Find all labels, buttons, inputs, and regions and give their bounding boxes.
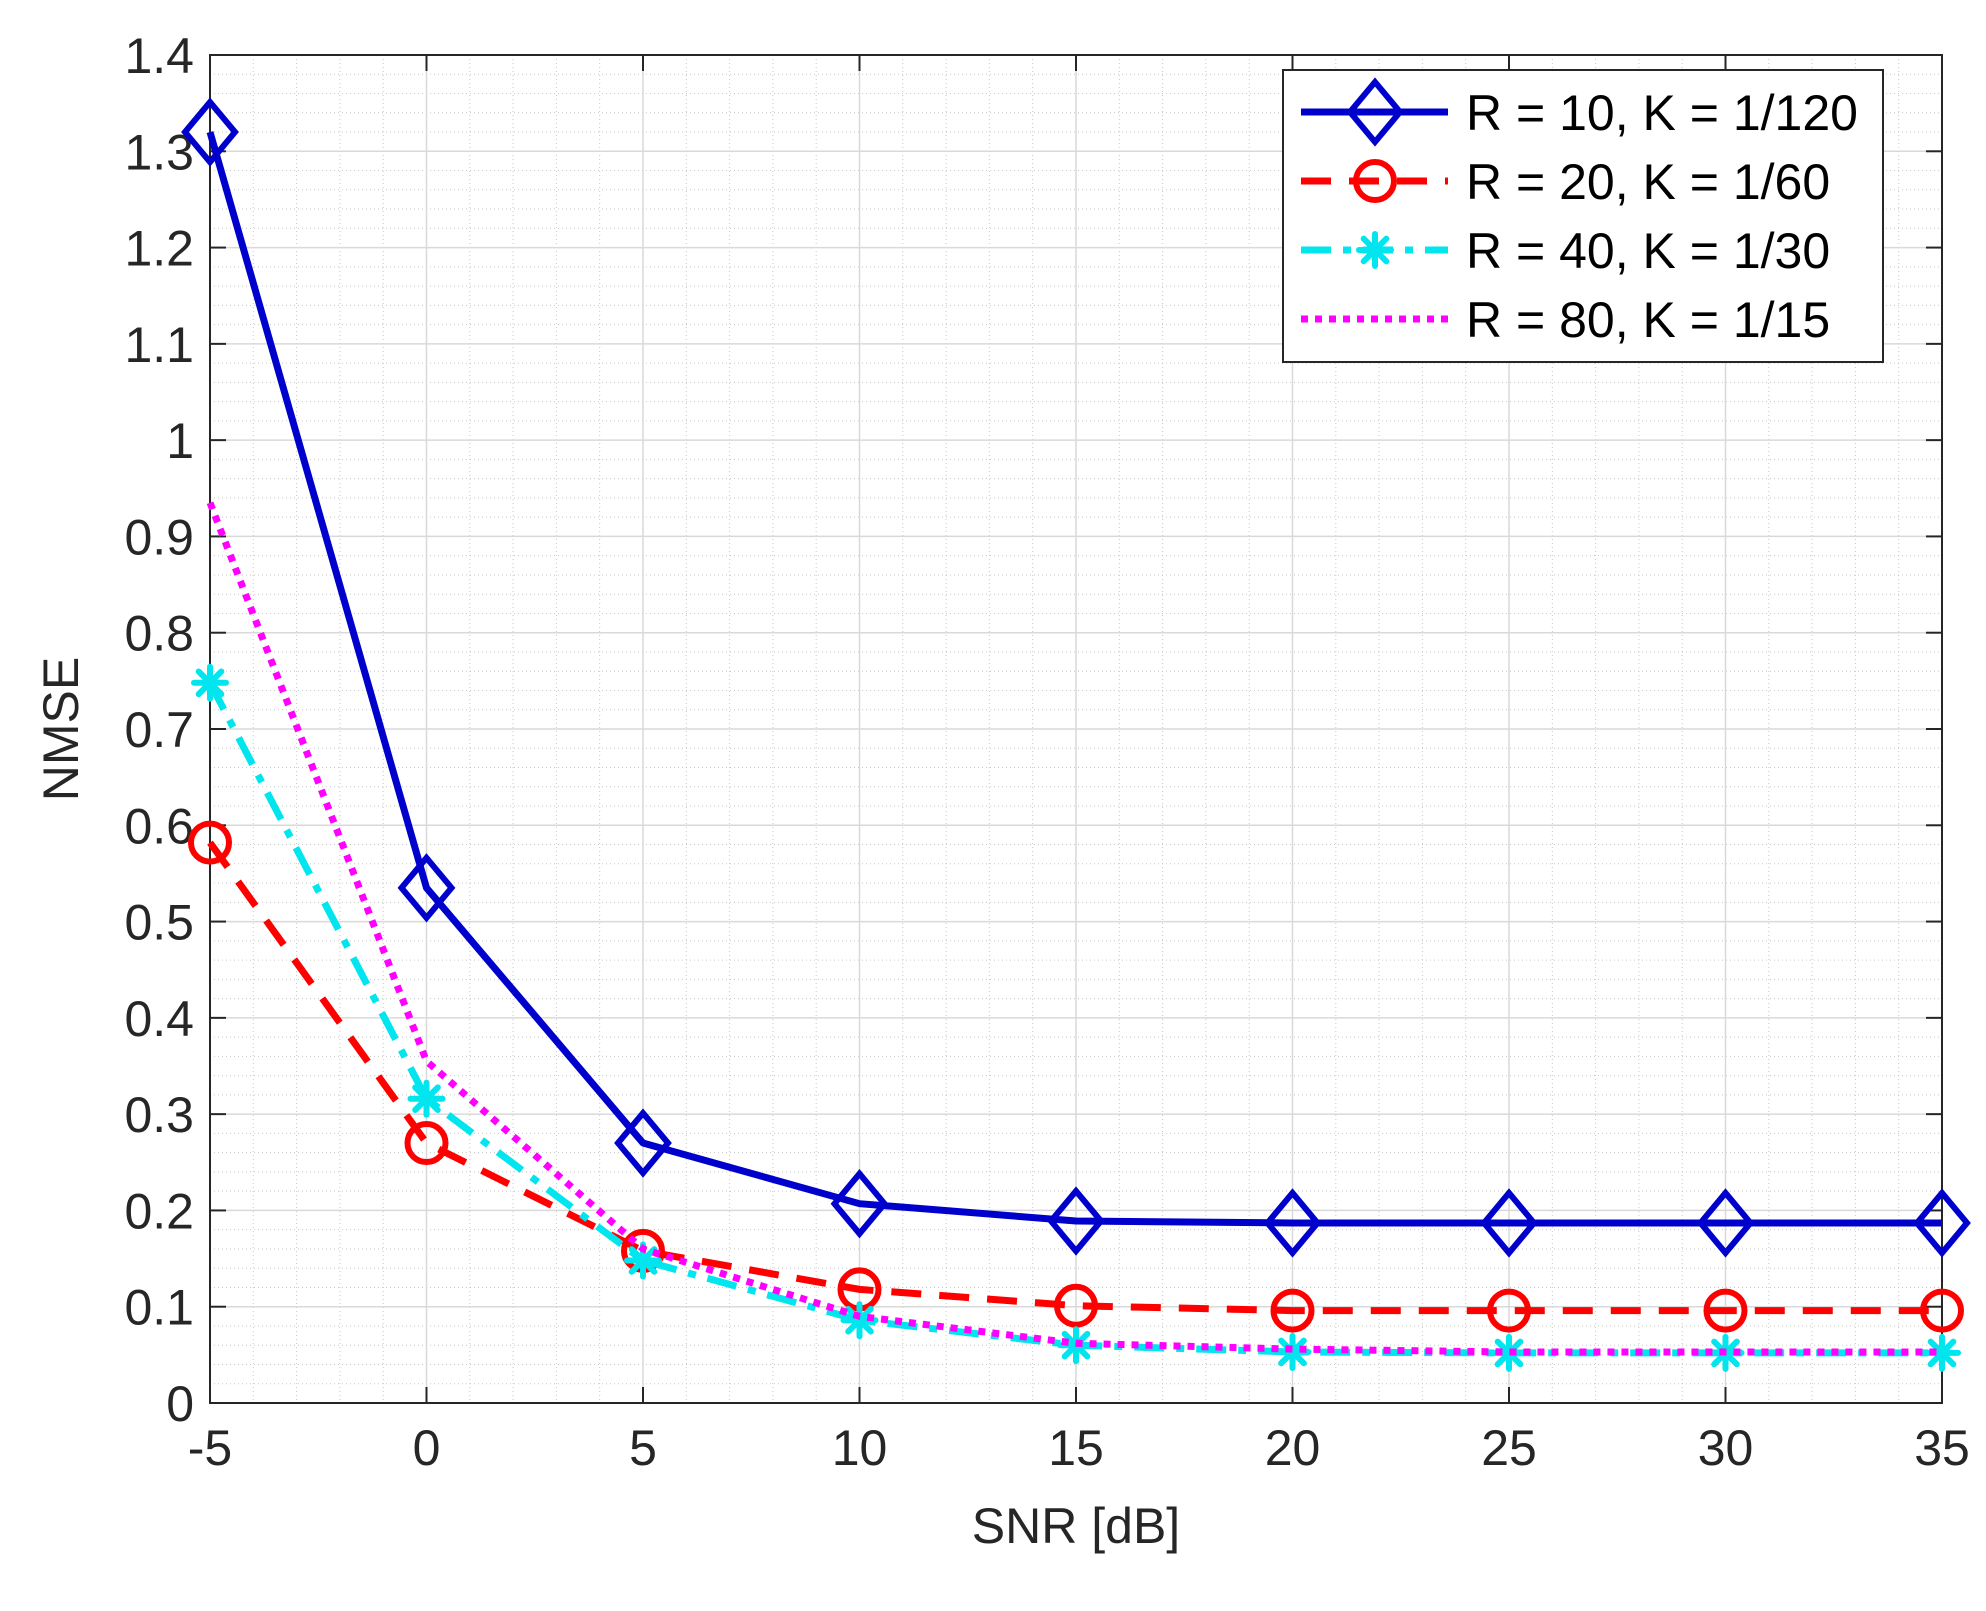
asterisk-stroke <box>1494 1338 1524 1368</box>
legend-marker <box>1356 231 1394 269</box>
x-axis-label: SNR [dB] <box>972 1498 1180 1554</box>
series-2-point <box>1270 1288 1315 1333</box>
y-tick-label: 0.7 <box>124 702 194 758</box>
x-tick-label: 5 <box>629 1420 657 1476</box>
series-1-point <box>1263 1188 1322 1258</box>
series-1-point <box>397 853 456 923</box>
asterisk-stroke <box>1927 1338 1957 1368</box>
series-1-point <box>1480 1188 1538 1258</box>
series-1-point <box>1913 1188 1971 1258</box>
legend-box <box>1282 69 1884 363</box>
series-3-point <box>407 1079 446 1118</box>
tick-labels: -5 0 5 10 15 20 25 30 3500.10.20.30.40.50.60.70.… <box>124 28 1969 1476</box>
legend-item: R = 10, K = 1/120 <box>1301 77 1858 147</box>
y-tick-label: 1.1 <box>124 317 194 373</box>
series-2-point <box>1703 1288 1748 1333</box>
y-tick-label: 0.6 <box>124 798 194 854</box>
series-2-point <box>188 820 232 865</box>
series-4 <box>206 501 1942 1356</box>
legend-marker <box>1346 77 1404 147</box>
y-tick-label: 1.4 <box>124 28 194 84</box>
legend-label: R = 40, K = 1/30 <box>1466 223 1830 279</box>
x-tick-label: 10 <box>832 1420 888 1476</box>
y-tick-label: 0.2 <box>124 1183 194 1239</box>
x-tick-label: 0 <box>413 1420 441 1476</box>
series-1-line <box>206 131 1942 1227</box>
series-2-line <box>207 840 1942 1315</box>
series-group <box>181 97 1971 1372</box>
series-3-point <box>191 663 229 702</box>
y-tick-label: 0.8 <box>124 606 194 662</box>
y-tick-label: 0.1 <box>124 1280 194 1336</box>
series-4-line <box>206 501 1942 1356</box>
series-1-point <box>181 97 239 167</box>
y-tick-label: 0 <box>166 1376 194 1432</box>
y-axis-label: NMSE <box>33 657 89 801</box>
y-tick-label: 0.3 <box>124 1087 194 1143</box>
y-tick-label: 1 <box>166 413 194 469</box>
x-tick-label: -5 <box>188 1420 232 1476</box>
legend-marker <box>1353 159 1397 203</box>
x-tick-label: 30 <box>1698 1420 1754 1476</box>
asterisk-stroke <box>845 1305 874 1335</box>
series-1-point <box>1696 1188 1755 1258</box>
y-tick-label: 1.2 <box>124 221 194 277</box>
series-2-point <box>1920 1288 1964 1333</box>
legend-item: R = 40, K = 1/30 <box>1301 223 1830 279</box>
series-3-point <box>624 1241 662 1280</box>
series-3-point <box>1273 1332 1312 1371</box>
series-1-point <box>614 1108 672 1178</box>
series-1-point <box>830 1169 889 1239</box>
legend-label: R = 20, K = 1/60 <box>1466 154 1830 210</box>
y-tick-label: 0.9 <box>124 509 194 565</box>
x-tick-label: 25 <box>1481 1420 1537 1476</box>
asterisk-stroke <box>412 1084 441 1114</box>
axis-ticks <box>209 54 1943 1404</box>
series-2-point <box>404 1121 449 1166</box>
x-tick-label: 35 <box>1914 1420 1970 1476</box>
legend-label: R = 80, K = 1/15 <box>1466 292 1830 348</box>
asterisk-stroke <box>1360 235 1390 265</box>
series-2-point <box>1054 1283 1098 1328</box>
legend: R = 10, K = 1/120 R = 20, K = 1/60 R = 40,… <box>1282 69 1884 363</box>
series-1-point <box>1047 1186 1105 1256</box>
asterisk-stroke <box>195 668 225 698</box>
legend-label: R = 10, K = 1/120 <box>1466 85 1858 141</box>
legend-item: R = 20, K = 1/60 <box>1301 154 1830 210</box>
asterisk-stroke <box>628 1246 658 1275</box>
asterisk-stroke <box>1278 1337 1307 1367</box>
x-tick-label: 15 <box>1048 1420 1104 1476</box>
y-tick-label: 1.3 <box>124 124 194 180</box>
y-tick-label: 0.4 <box>124 991 194 1047</box>
y-tick-label: 0.5 <box>124 895 194 951</box>
legend-item: R = 80, K = 1/15 <box>1301 292 1830 348</box>
series-1 <box>181 97 1971 1258</box>
x-tick-label: 20 <box>1265 1420 1321 1476</box>
series-2-point <box>1487 1288 1531 1333</box>
